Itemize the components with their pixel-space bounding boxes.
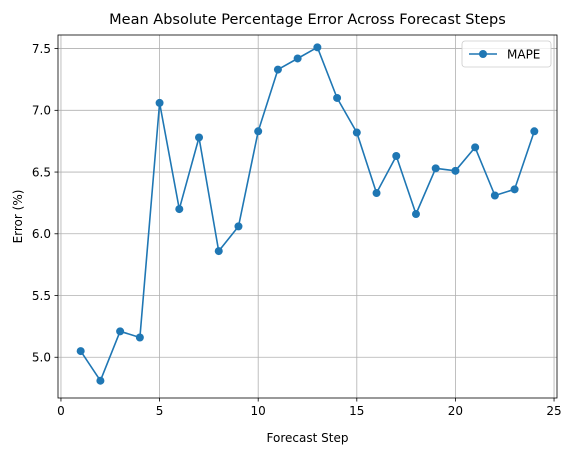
x-tick-label: 25	[546, 404, 561, 418]
data-point	[195, 133, 204, 142]
data-point	[372, 189, 381, 198]
data-point	[431, 164, 440, 173]
legend-label: MAPE	[507, 47, 540, 61]
y-tick-label: 6.0	[32, 227, 51, 241]
y-axis-title: Error (%)	[11, 190, 25, 244]
data-point	[451, 166, 460, 175]
x-tick-label: 20	[448, 404, 463, 418]
data-point	[155, 98, 164, 107]
legend-box	[461, 40, 552, 68]
grid-lines	[58, 35, 557, 398]
chart-title: Mean Absolute Percentage Error Across Fo…	[109, 12, 506, 28]
data-point	[175, 205, 184, 214]
data-point	[411, 210, 420, 219]
x-axis-title: Forecast Step	[267, 431, 349, 445]
data-point	[333, 93, 342, 102]
x-tick-label: 5	[156, 404, 164, 418]
data-point	[135, 333, 144, 342]
data-point	[254, 127, 263, 136]
data-point	[471, 143, 480, 152]
legend: MAPE	[461, 40, 552, 68]
x-tick-label: 15	[349, 404, 364, 418]
series-layer	[76, 43, 539, 385]
axis-ticks: 0 5 10 15 20 25 5.0 5.5 6.0 6.5 7.0 7.5	[32, 42, 562, 418]
data-point	[293, 54, 302, 63]
data-point	[76, 347, 85, 356]
data-point	[214, 247, 223, 256]
data-point	[490, 191, 499, 200]
data-point	[510, 185, 519, 194]
y-tick-label: 7.5	[32, 42, 51, 56]
data-point	[313, 43, 322, 52]
plot-area-frame	[57, 34, 558, 399]
data-point	[273, 65, 282, 74]
y-tick-label: 5.0	[32, 351, 51, 365]
series-line-mape	[80, 46, 536, 382]
data-point	[392, 152, 401, 160]
legend-marker	[479, 50, 487, 58]
data-point	[96, 376, 105, 385]
x-tick-label: 10	[251, 404, 266, 418]
y-tick-label: 7.0	[32, 104, 51, 118]
y-tick-label: 5.5	[32, 289, 51, 303]
data-point	[530, 127, 539, 136]
x-tick-label: 0	[57, 404, 65, 418]
data-point	[116, 327, 125, 336]
data-point	[234, 222, 243, 231]
y-tick-label: 6.5	[32, 165, 51, 179]
data-point	[352, 128, 361, 137]
